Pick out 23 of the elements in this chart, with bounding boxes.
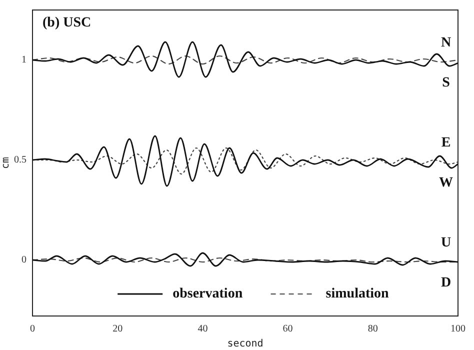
chart-title: (b) USC <box>42 16 92 31</box>
x-tick-label: 60 <box>282 324 293 335</box>
annotation: N <box>440 36 452 51</box>
y-tick-label: 0 <box>22 254 26 266</box>
x-tick-label: 40 <box>198 324 208 335</box>
legend-label: observation <box>172 286 243 302</box>
x-tick-label: 100 <box>450 324 466 335</box>
x-tick-label: 20 <box>112 324 123 335</box>
x-axis-title: second <box>227 338 264 350</box>
x-tick-label: 0 <box>30 324 35 335</box>
annotation: S <box>442 76 450 91</box>
annotation: U <box>440 236 452 251</box>
y-tick-label: 1 <box>22 54 26 66</box>
annotation: D <box>440 276 452 291</box>
annotation: E <box>441 136 451 151</box>
y-tick-label: 0.5 <box>14 154 26 166</box>
x-tick-label: 80 <box>368 324 378 335</box>
legend-label: simulation <box>326 286 390 302</box>
line-series <box>32 55 458 65</box>
annotation: W <box>439 176 453 191</box>
line-series <box>32 252 458 267</box>
line-series <box>32 135 458 187</box>
y-axis-title: cm <box>0 156 12 170</box>
